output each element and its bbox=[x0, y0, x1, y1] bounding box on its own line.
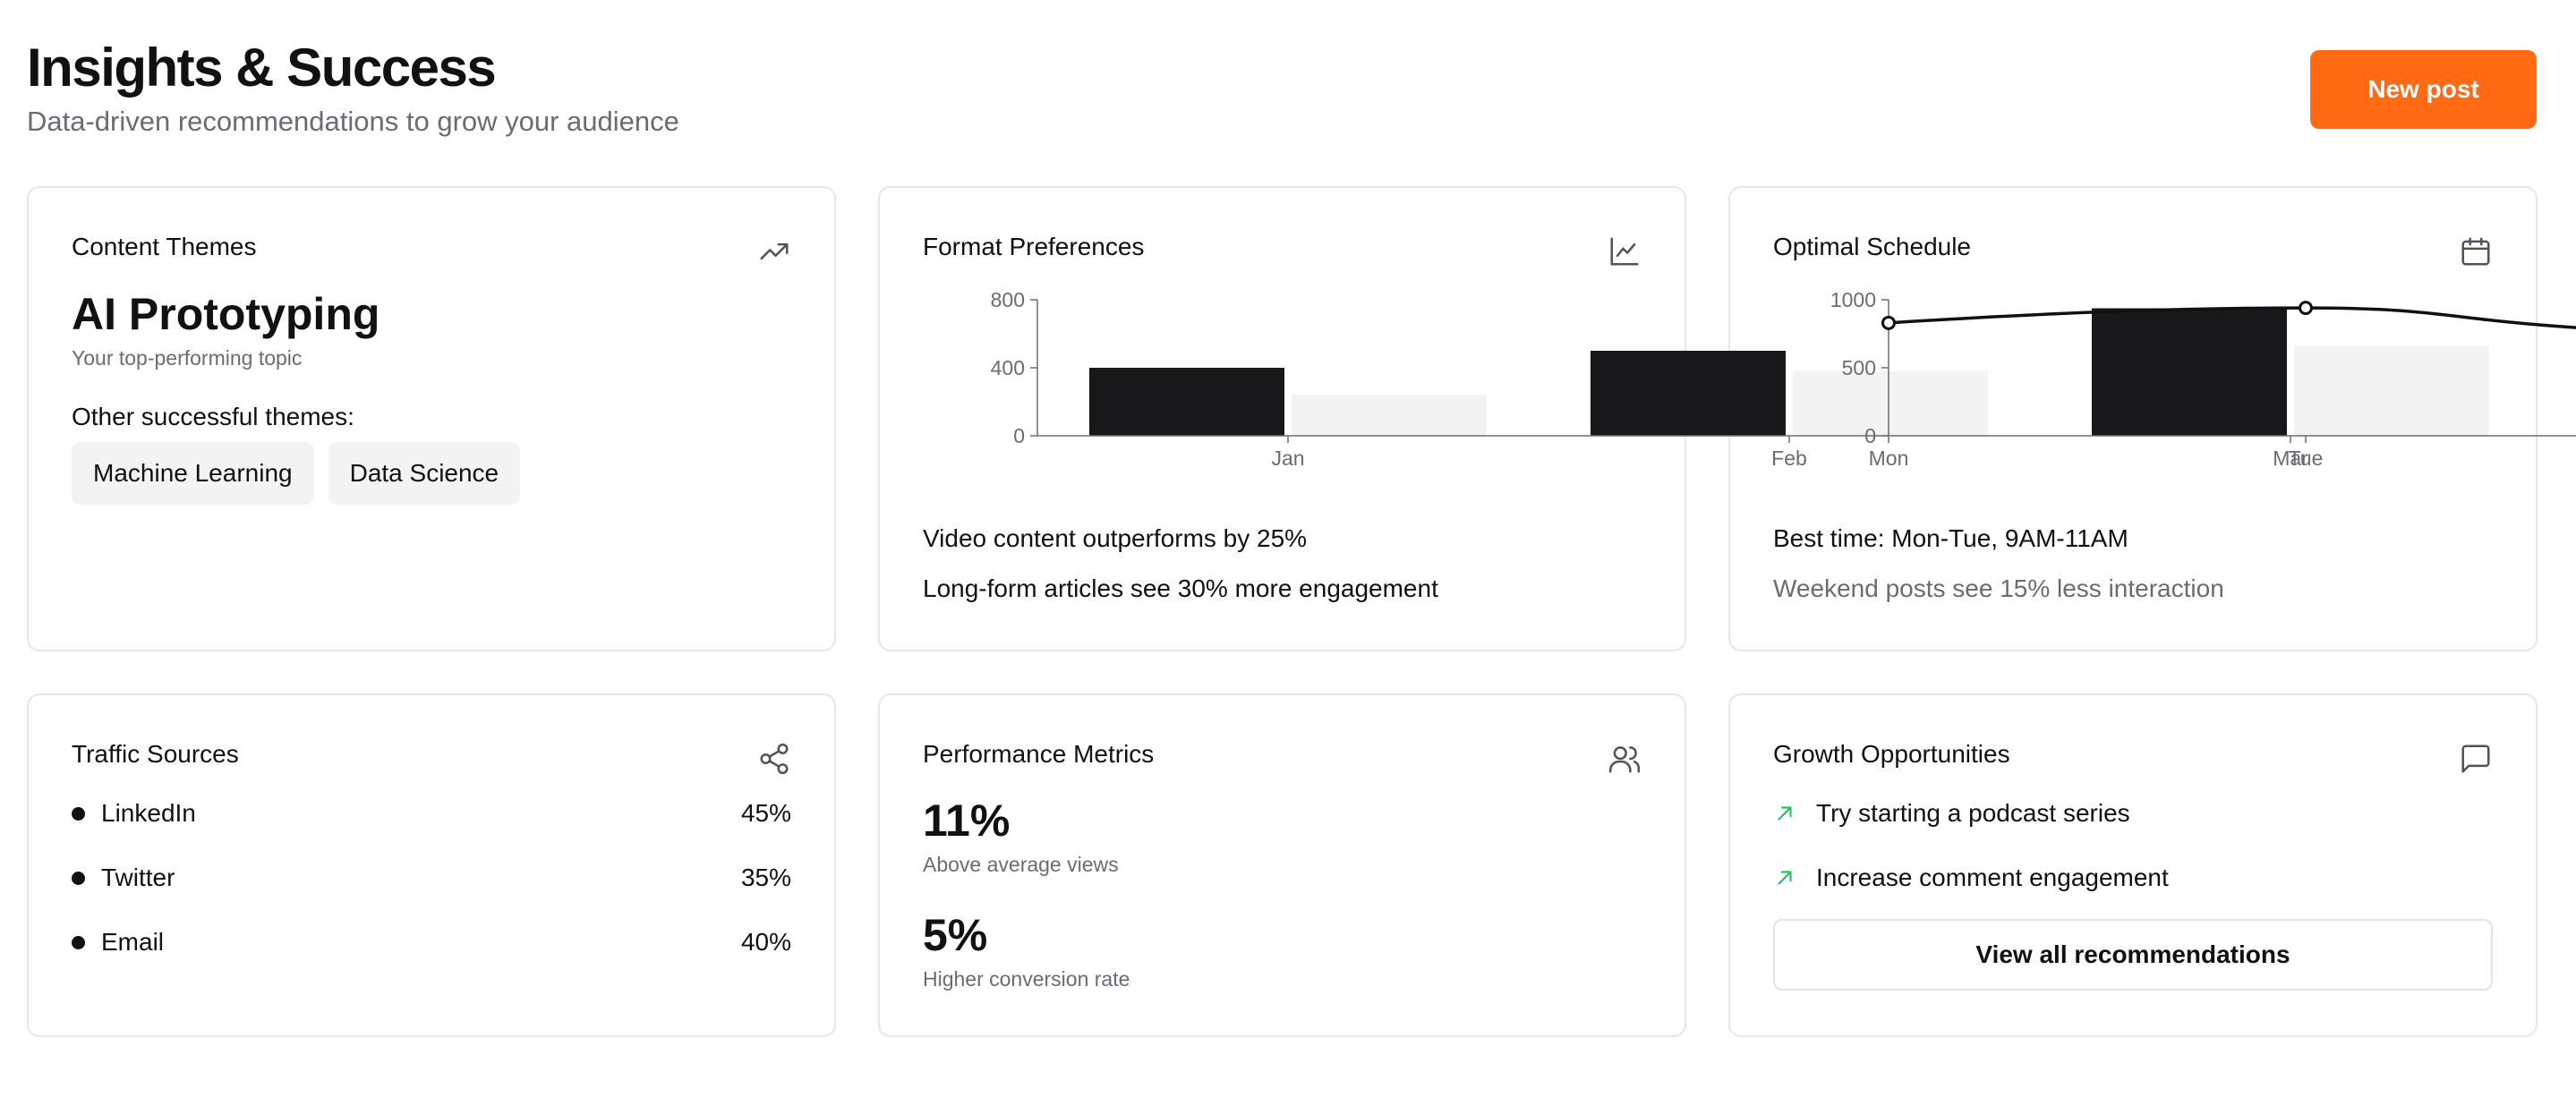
theme-chips: Machine Learning Data Science bbox=[72, 442, 521, 505]
format-preferences-card: Format Preferences Video content outperf… bbox=[878, 186, 1686, 651]
card-title: Performance Metrics bbox=[923, 740, 1155, 768]
other-themes-label: Other successful themes: bbox=[72, 403, 354, 430]
card-title: Optimal Schedule bbox=[1773, 233, 1972, 260]
traffic-source-row: Twitter 35% bbox=[72, 860, 791, 896]
traffic-source-name: Twitter bbox=[101, 864, 175, 891]
theme-chip[interactable]: Data Science bbox=[328, 442, 521, 505]
traffic-source-name: Email bbox=[101, 928, 165, 956]
message-square-icon bbox=[2459, 742, 2493, 776]
metric-label: Higher conversion rate bbox=[923, 967, 1130, 991]
share-icon bbox=[757, 742, 791, 776]
performance-metrics-card: Performance Metrics 11% Above average vi… bbox=[878, 693, 1686, 1037]
traffic-source-row: LinkedIn 45% bbox=[72, 795, 791, 831]
view-all-recommendations-button[interactable]: View all recommendations bbox=[1773, 919, 2493, 991]
card-title: Growth Opportunities bbox=[1773, 740, 2010, 768]
page-subtitle: Data-driven recommendations to grow your… bbox=[27, 106, 679, 137]
arrow-up-right-icon bbox=[1778, 806, 1792, 821]
metric-value: 5% bbox=[923, 910, 988, 960]
metric-value: 11% bbox=[923, 795, 1011, 846]
bullet-icon bbox=[72, 806, 85, 821]
card-title: Format Preferences bbox=[923, 233, 1145, 260]
opportunity-item[interactable]: Try starting a podcast series bbox=[1773, 795, 2493, 831]
top-topic: AI Prototyping bbox=[72, 289, 380, 339]
traffic-source-name: LinkedIn bbox=[101, 799, 196, 827]
opportunity-item[interactable]: Increase comment engagement bbox=[1773, 860, 2493, 896]
content-themes-card: Content Themes AI Prototyping Your top-p… bbox=[27, 186, 836, 651]
top-topic-caption: Your top-performing topic bbox=[72, 346, 303, 370]
opportunity-text: Try starting a podcast series bbox=[1816, 799, 2130, 827]
traffic-sources-card: Traffic Sources LinkedIn 45% Twitter 35%… bbox=[27, 693, 836, 1037]
arrow-up-right-icon bbox=[1778, 871, 1792, 885]
traffic-source-percent: 45% bbox=[740, 799, 791, 827]
optimal-schedule-card: Optimal Schedule Best time: Mon-Tue, 9AM… bbox=[1728, 186, 2538, 651]
theme-chip[interactable]: Machine Learning bbox=[72, 442, 314, 505]
format-insight: Video content outperforms by 25% bbox=[923, 524, 1308, 552]
format-insight: Long-form articles see 30% more engageme… bbox=[923, 574, 1438, 602]
opportunity-text: Increase comment engagement bbox=[1816, 864, 2169, 891]
page-title: Insights & Success bbox=[27, 38, 497, 98]
traffic-source-percent: 40% bbox=[740, 928, 791, 956]
bullet-icon bbox=[72, 935, 85, 949]
line-chart-icon bbox=[1608, 234, 1642, 268]
calendar-icon bbox=[2459, 234, 2493, 268]
best-time: Best time: Mon-Tue, 9AM-11AM bbox=[1773, 524, 2128, 552]
metric-label: Above average views bbox=[923, 853, 1119, 876]
new-post-button[interactable]: New post bbox=[2310, 50, 2537, 129]
growth-opportunities-card: Growth Opportunities Try starting a podc… bbox=[1728, 693, 2538, 1037]
traffic-source-row: Email 40% bbox=[72, 924, 791, 960]
card-title: Traffic Sources bbox=[72, 740, 239, 768]
trending-up-icon bbox=[757, 234, 791, 268]
weekend-note: Weekend posts see 15% less interaction bbox=[1773, 574, 2224, 602]
bullet-icon bbox=[72, 871, 85, 885]
users-icon bbox=[1608, 742, 1642, 776]
card-title: Content Themes bbox=[72, 233, 257, 260]
traffic-source-percent: 35% bbox=[740, 864, 791, 891]
